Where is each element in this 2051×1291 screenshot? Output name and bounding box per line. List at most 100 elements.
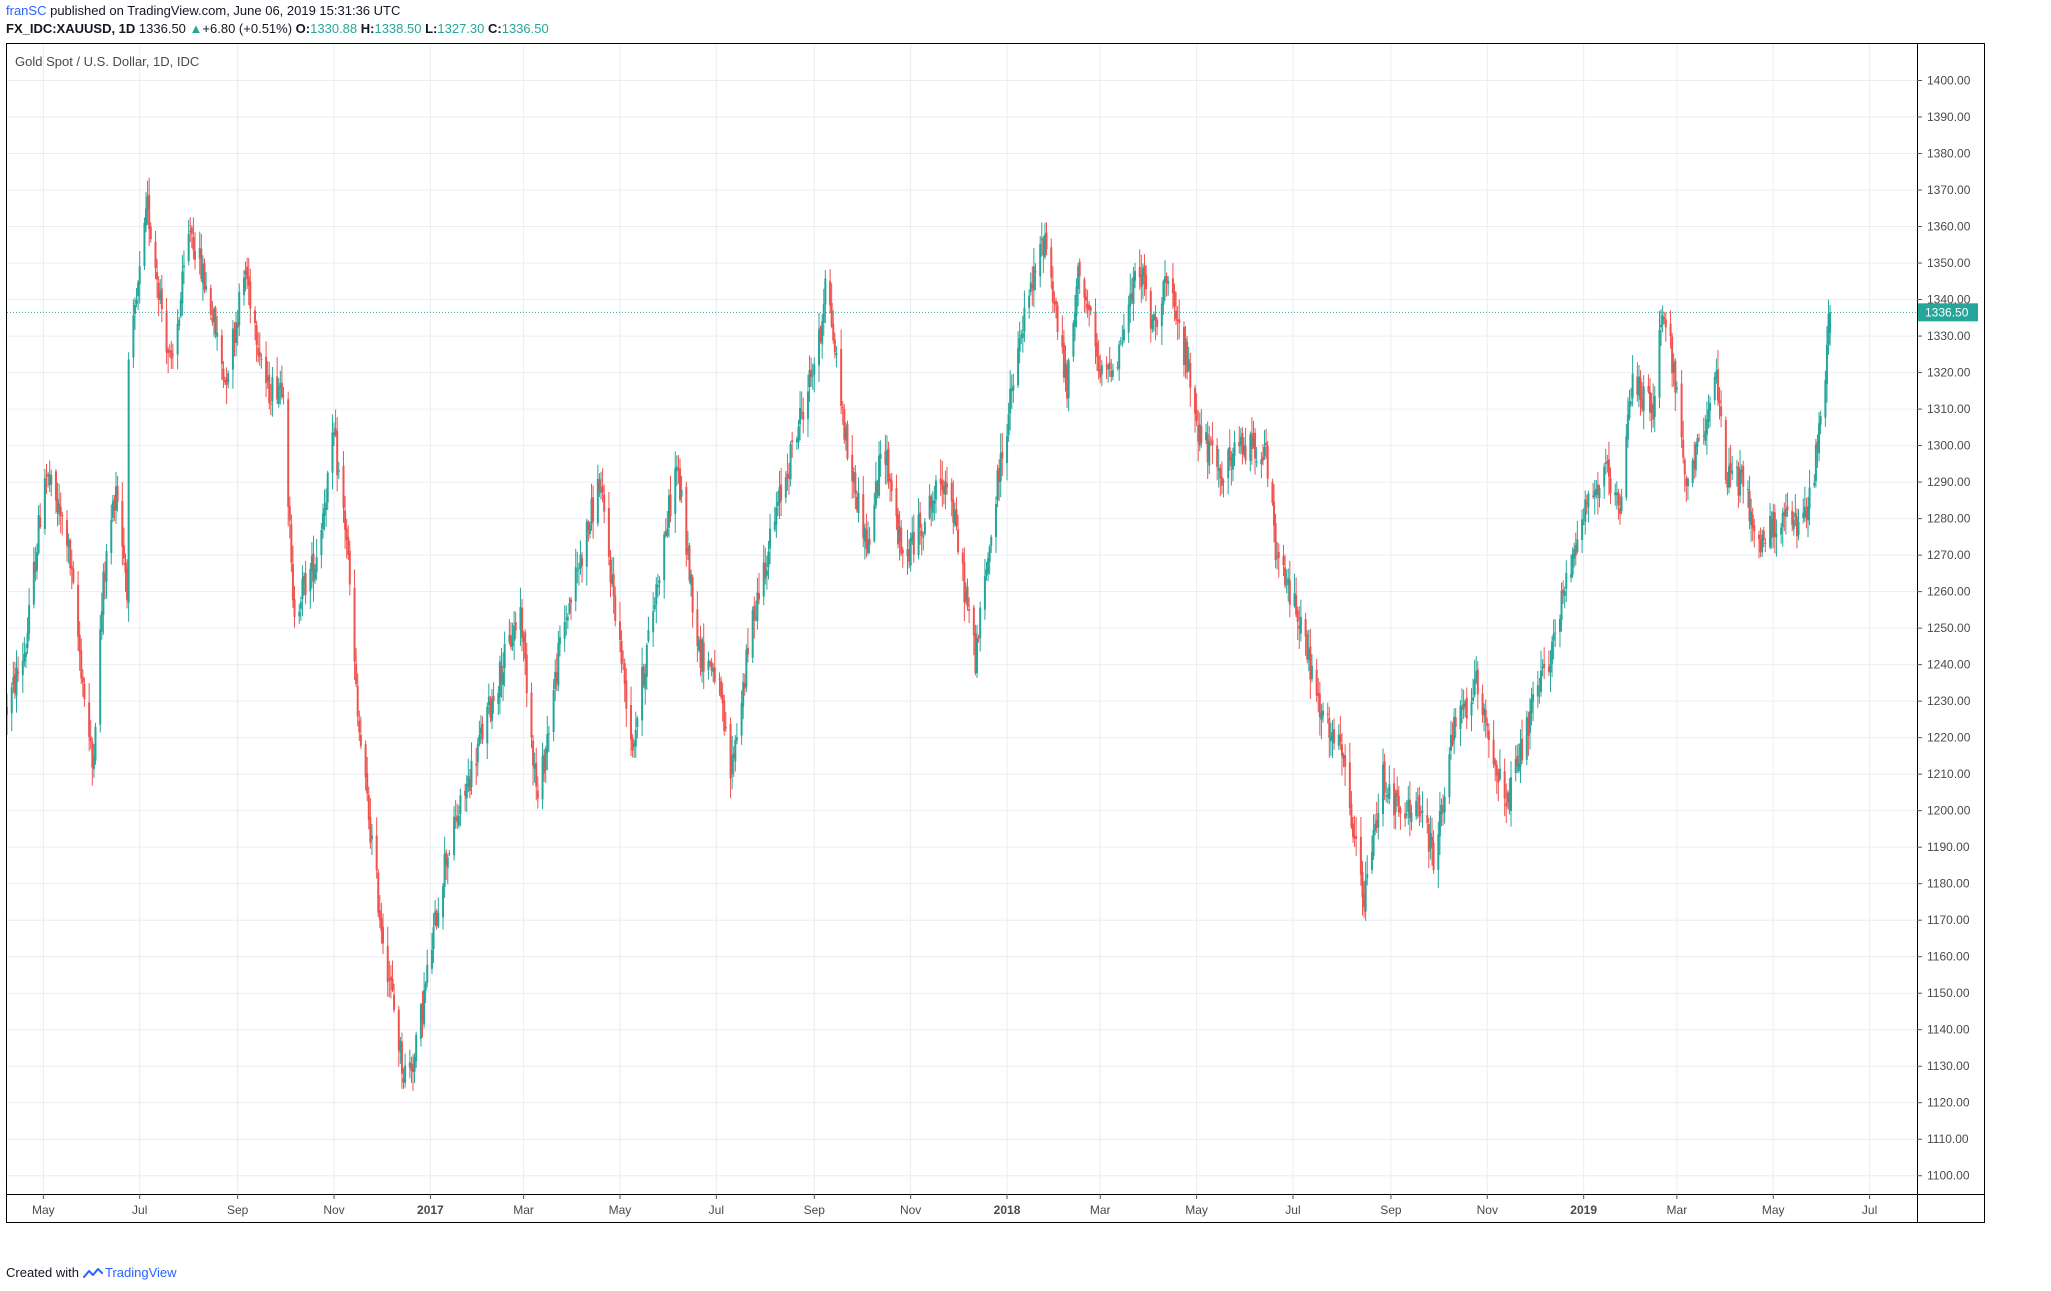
candle-body (48, 474, 51, 485)
candle-body (799, 407, 802, 425)
candle-body (1284, 567, 1287, 586)
candle-body (1680, 383, 1683, 438)
candle-body (988, 546, 991, 563)
candle-body (541, 756, 544, 800)
candle-body (399, 1040, 402, 1053)
candle-body (59, 506, 62, 516)
candle-body (91, 741, 94, 768)
candle-body (1266, 445, 1269, 479)
candle-body (1244, 446, 1247, 461)
candle-body (664, 531, 667, 536)
candle-body (1043, 234, 1046, 258)
candle-body (397, 1009, 400, 1051)
candle-body (1637, 376, 1640, 396)
candle-body (1606, 461, 1609, 464)
candle-body (1772, 512, 1775, 538)
candle-body (841, 407, 844, 409)
close-value: 1336.50 (501, 21, 549, 36)
candle-body (1603, 466, 1606, 487)
candle-body (1156, 319, 1159, 327)
candle-body (1702, 435, 1705, 437)
candle-body (979, 607, 982, 638)
candle-body (320, 530, 323, 556)
candle-body (1443, 796, 1446, 813)
candle-body (895, 488, 898, 516)
candle-body (786, 473, 789, 479)
candle-body (1310, 665, 1313, 680)
price-chart[interactable]: 1100.00 1110.00 1120.00 1130.00 1140.00 1150.… (7, 44, 1985, 1223)
candle-body (1462, 704, 1465, 710)
candle-body (764, 562, 767, 579)
candle-body (1558, 619, 1561, 632)
candle-body (625, 680, 628, 709)
candle-body (743, 683, 746, 689)
candle-body (1784, 509, 1787, 517)
candle-body (957, 529, 960, 553)
candle-body (1421, 810, 1424, 813)
candle-body (876, 483, 879, 494)
candle-body (844, 427, 847, 441)
candle-body (1596, 484, 1599, 495)
candle-body (945, 483, 948, 488)
candle-body (734, 739, 737, 762)
candle-body (977, 637, 980, 639)
candle-body (1132, 276, 1135, 304)
candle-body (1516, 755, 1519, 767)
candle-body (321, 513, 324, 530)
price-tick-label: 1130.00 (1927, 1059, 1970, 1073)
candle-body (1328, 718, 1331, 738)
candle-body (1762, 530, 1765, 541)
candle-body (1083, 279, 1086, 298)
candle-body (45, 475, 48, 477)
candle-body (479, 727, 482, 735)
candle-body (987, 558, 990, 574)
candle-body (434, 911, 437, 925)
chart-panel[interactable]: 1100.00 1110.00 1120.00 1130.00 1140.00 1150.… (6, 43, 1985, 1223)
candle-body (1773, 512, 1776, 537)
candle-body (579, 554, 582, 569)
candle-body (257, 347, 260, 356)
candle-body (568, 603, 571, 614)
candle-body (942, 485, 945, 494)
candle-body (735, 737, 738, 741)
candle-body (1563, 591, 1566, 596)
candle-body (818, 329, 821, 366)
candle-body (1497, 772, 1500, 783)
candle-body (514, 622, 517, 631)
candle-body (1165, 275, 1168, 283)
candle-body (415, 1034, 418, 1062)
candle-body (246, 266, 249, 280)
time-tick-label: 2018 (994, 1203, 1021, 1217)
tradingview-brand-link[interactable]: TradingView (82, 1265, 177, 1280)
candle-body (762, 562, 765, 597)
candle-body (709, 661, 712, 663)
candle-body (154, 241, 157, 269)
candle-body (457, 815, 460, 826)
candle-body (1746, 488, 1749, 490)
candle-body (566, 616, 569, 621)
author-link[interactable]: franSC (6, 3, 47, 18)
candle-body (143, 222, 146, 266)
candle-body (404, 1065, 407, 1083)
candle-body (789, 444, 792, 480)
candle-body (1407, 799, 1410, 812)
candle-body (788, 476, 791, 479)
candle-body (1219, 467, 1222, 479)
candle-body (1607, 459, 1610, 477)
candle-body (421, 1003, 424, 1022)
candle-body (906, 549, 909, 557)
candle-body (821, 321, 824, 345)
price-tick-label: 1190.00 (1927, 840, 1970, 854)
candle-body (412, 1067, 415, 1072)
candle-body (1197, 425, 1200, 442)
candle-body (1697, 438, 1700, 440)
candle-body (113, 499, 116, 511)
candle-body (535, 762, 538, 787)
time-tick-label: May (1185, 1203, 1208, 1217)
candle-body (1333, 729, 1336, 744)
candle-body (522, 636, 525, 642)
candle-body (1620, 496, 1623, 512)
candle-body (1519, 743, 1522, 767)
candle-body (1718, 400, 1721, 404)
candle-body (146, 196, 149, 211)
